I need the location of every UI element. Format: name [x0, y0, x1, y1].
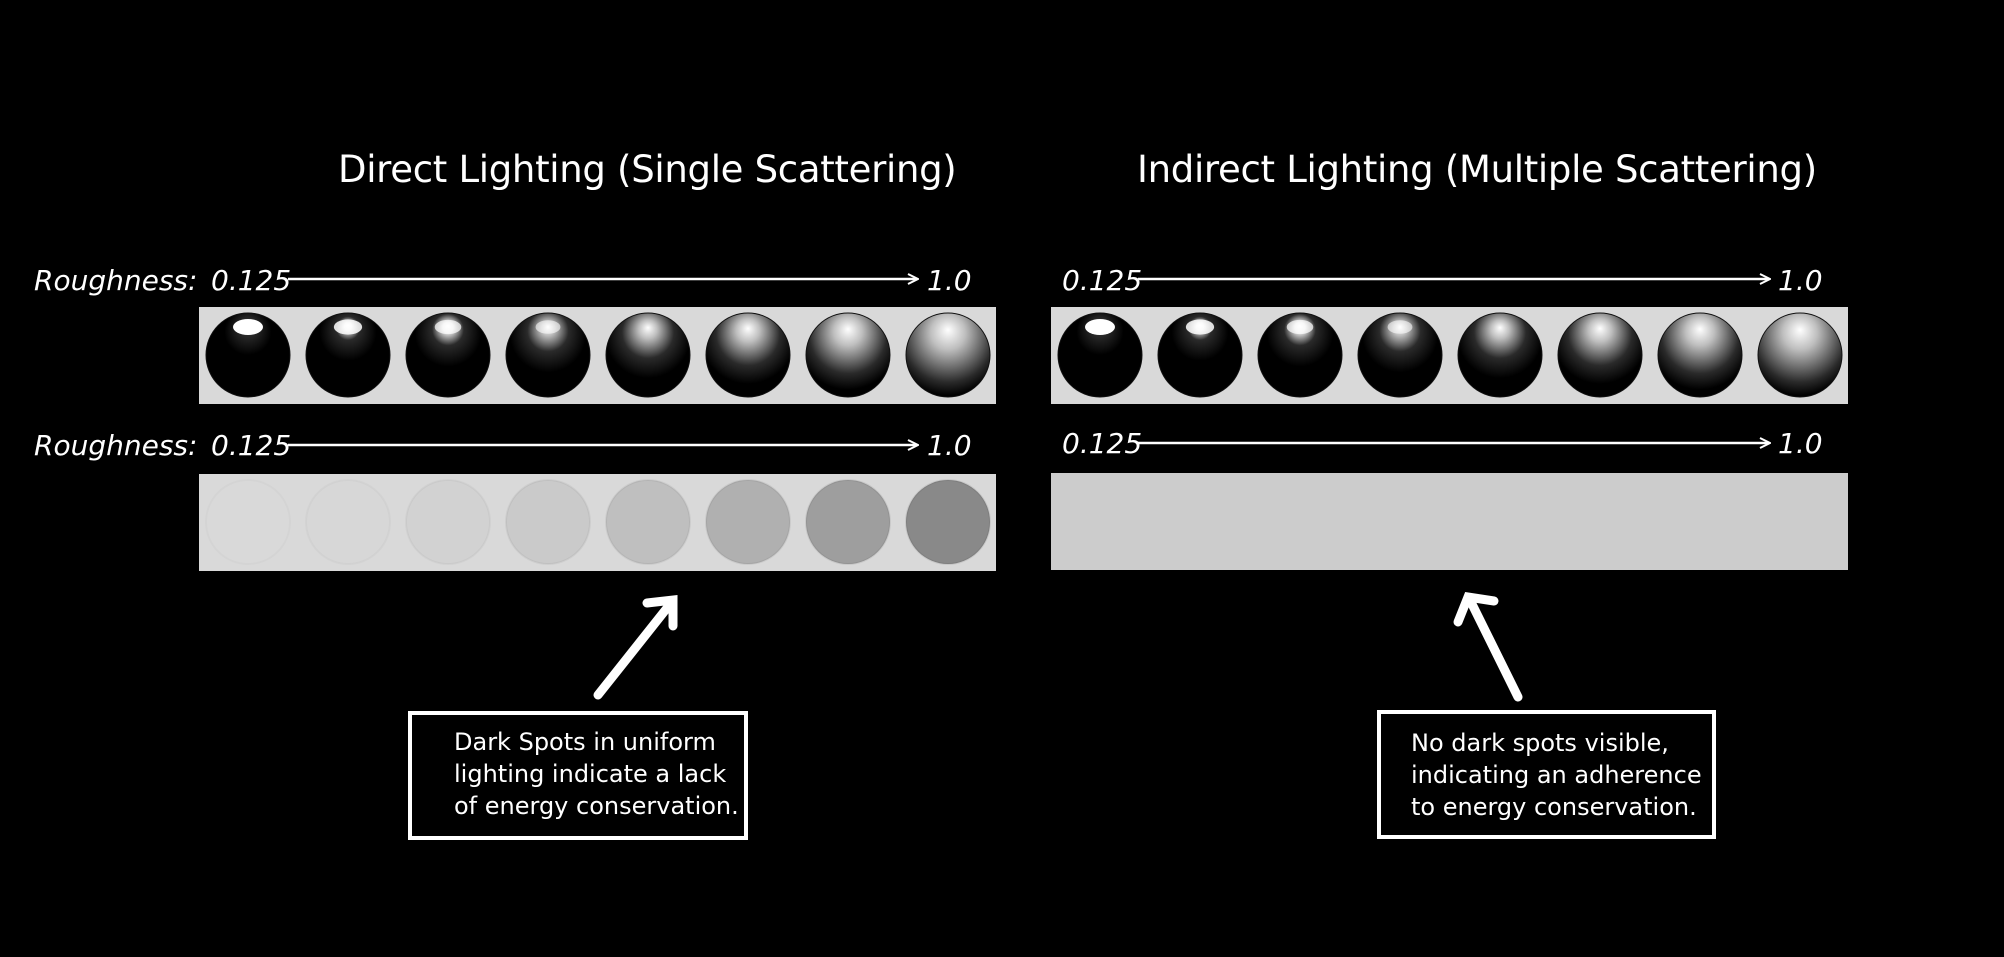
direct-callout-line-3: of energy conservation.: [454, 792, 739, 820]
right-top-range-end: 1.0: [1778, 264, 1823, 297]
indirect-lit-highlight-4: [1387, 320, 1413, 334]
indirect-lit-highlight-2: [1185, 319, 1215, 335]
direct-furnace-sphere-7: [805, 479, 891, 565]
indirect-lit-highlight-3: [1286, 319, 1314, 335]
direct-lit-sphere-2: [305, 312, 391, 398]
right-bottom-range-start: 0.125: [1062, 427, 1143, 460]
left-bottom-range-start: 0.125: [211, 429, 292, 462]
indirect-lighting-title: Indirect Lighting (Multiple Scattering): [1137, 148, 1817, 191]
direct-callout-box: Dark Spots in uniform lighting indicate …: [408, 711, 748, 840]
indirect-lit-sphere-8: [1757, 312, 1843, 398]
direct-furnace-sphere-8: [905, 479, 991, 565]
indirect-lit-sphere-6: [1557, 312, 1643, 398]
direct-lit-sphere-6: [705, 312, 791, 398]
direct-furnace-sphere-1: [206, 480, 290, 564]
direct-lit-sphere-4: [505, 312, 591, 398]
right-bottom-range-end: 1.0: [1778, 427, 1823, 460]
direct-callout-line-2: lighting indicate a lack: [454, 760, 727, 788]
indirect-furnace-strip: [1051, 473, 1848, 570]
direct-lit-highlight-3: [434, 319, 462, 335]
roughness-label-top: Roughness:: [34, 264, 198, 297]
direct-lit-sphere-5: [605, 312, 691, 398]
direct-lit-sphere-8: [905, 312, 991, 398]
left-top-range-end: 1.0: [927, 264, 972, 297]
left-top-range-start: 0.125: [211, 264, 292, 297]
direct-callout-line-1: Dark Spots in uniform: [454, 728, 716, 756]
indirect-lit-sphere-5: [1457, 312, 1543, 398]
direct-furnace-sphere-3: [406, 480, 490, 564]
indirect-lit-sphere-1: [1057, 312, 1143, 398]
direct-pointer-arrow: [593, 594, 678, 700]
direct-furnace-sphere-2: [306, 480, 390, 564]
roughness-label-bottom: Roughness:: [34, 429, 198, 462]
direct-lit-highlight-4: [535, 320, 561, 334]
indirect-lit-sphere-7: [1657, 312, 1743, 398]
direct-lit-sphere-3: [405, 312, 491, 398]
indirect-lit-sphere-4: [1357, 312, 1443, 398]
direct-furnace-sphere-6: [705, 479, 791, 565]
indirect-callout-line-2: indicating an adherence: [1411, 761, 1702, 789]
indirect-callout-box: No dark spots visible, indicating an adh…: [1377, 710, 1716, 839]
indirect-lit-sphere-2: [1157, 312, 1243, 398]
left-bottom-range-end: 1.0: [927, 429, 972, 462]
direct-lighting-title: Direct Lighting (Single Scattering): [338, 148, 957, 191]
direct-lit-highlight-2: [333, 319, 363, 335]
indirect-lit-sphere-3: [1257, 312, 1343, 398]
direct-lit-sphere-7: [805, 312, 891, 398]
direct-lit-sphere-1: [205, 312, 291, 398]
direct-furnace-sphere-4: [505, 479, 591, 565]
indirect-pointer-arrow: [1453, 592, 1523, 702]
indirect-callout-line-1: No dark spots visible,: [1411, 729, 1669, 757]
indirect-callout-line-3: to energy conservation.: [1411, 793, 1697, 821]
direct-lit-highlight-1: [233, 319, 263, 335]
direct-furnace-sphere-5: [605, 479, 691, 565]
right-top-range-start: 0.125: [1062, 264, 1143, 297]
indirect-lit-highlight-1: [1085, 319, 1115, 335]
